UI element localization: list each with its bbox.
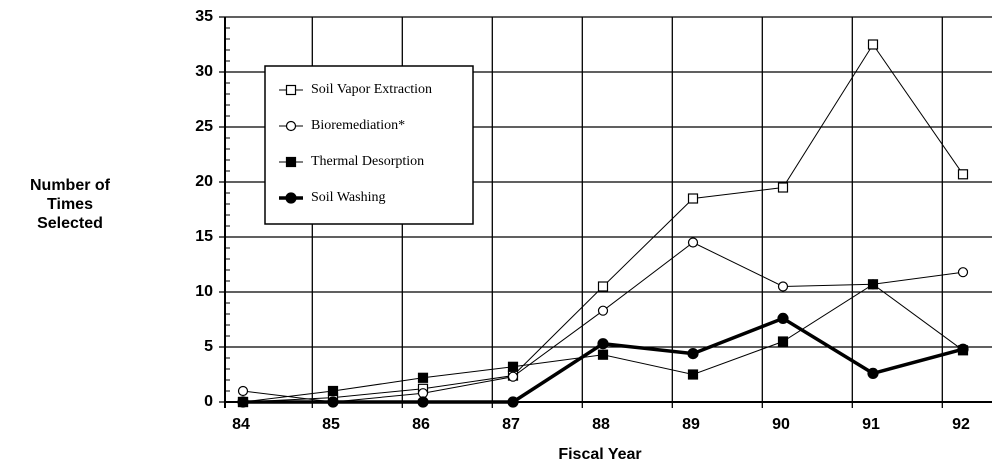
marker [507,361,519,372]
marker [957,343,969,355]
marker [957,169,969,180]
marker [597,349,609,360]
y-axis-label: Number of [30,177,111,194]
marker [285,84,297,96]
y-tick-label: 15 [195,228,213,245]
marker [285,156,297,168]
x-axis-label: Fiscal Year [558,446,641,463]
x-tick-label: 86 [412,416,430,433]
marker [285,120,297,132]
series-line [243,316,964,404]
x-tick-label: 89 [682,416,700,433]
y-axis-label: Selected [37,215,103,232]
y-tick-label: 30 [195,63,213,80]
marker [687,237,699,248]
x-tick-label: 87 [502,416,520,433]
marker [687,348,699,360]
y-tick-label: 35 [195,8,213,25]
marker [777,182,789,193]
legend-label: Soil Washing [311,190,385,205]
marker [597,281,609,292]
marker [417,372,429,383]
marker [237,385,249,397]
marker [867,367,879,379]
marker [867,279,879,290]
marker [285,192,297,204]
legend-label: Soil Vapor Extraction [311,82,432,97]
y-tick-label: 10 [195,283,213,300]
y-tick-label: 0 [204,393,213,410]
x-tick-label: 85 [322,416,340,433]
marker [687,369,699,380]
marker [417,396,429,408]
marker [777,336,789,347]
marker [507,371,519,382]
marker [597,305,609,316]
marker [687,193,699,204]
y-tick-label: 25 [195,118,213,135]
marker [777,312,789,324]
legend-label: Thermal Desorption [311,154,424,169]
marker [417,388,429,399]
marker [507,396,519,408]
x-tick-label: 90 [772,416,790,433]
x-tick-label: 88 [592,416,610,433]
marker [327,396,339,408]
marker [237,396,249,408]
y-axis-label: Times [47,196,93,213]
x-tick-label: 91 [862,416,880,433]
y-tick-label: 20 [195,173,213,190]
marker [597,338,609,350]
series-line [242,241,964,403]
legend-label: Bioremediation* [311,118,405,133]
marker [327,385,339,397]
x-tick-label: 92 [952,416,970,433]
marker [867,39,879,50]
marker [957,267,969,278]
marker [777,281,789,292]
y-tick-label: 5 [204,338,213,355]
x-tick-label: 84 [232,416,250,433]
